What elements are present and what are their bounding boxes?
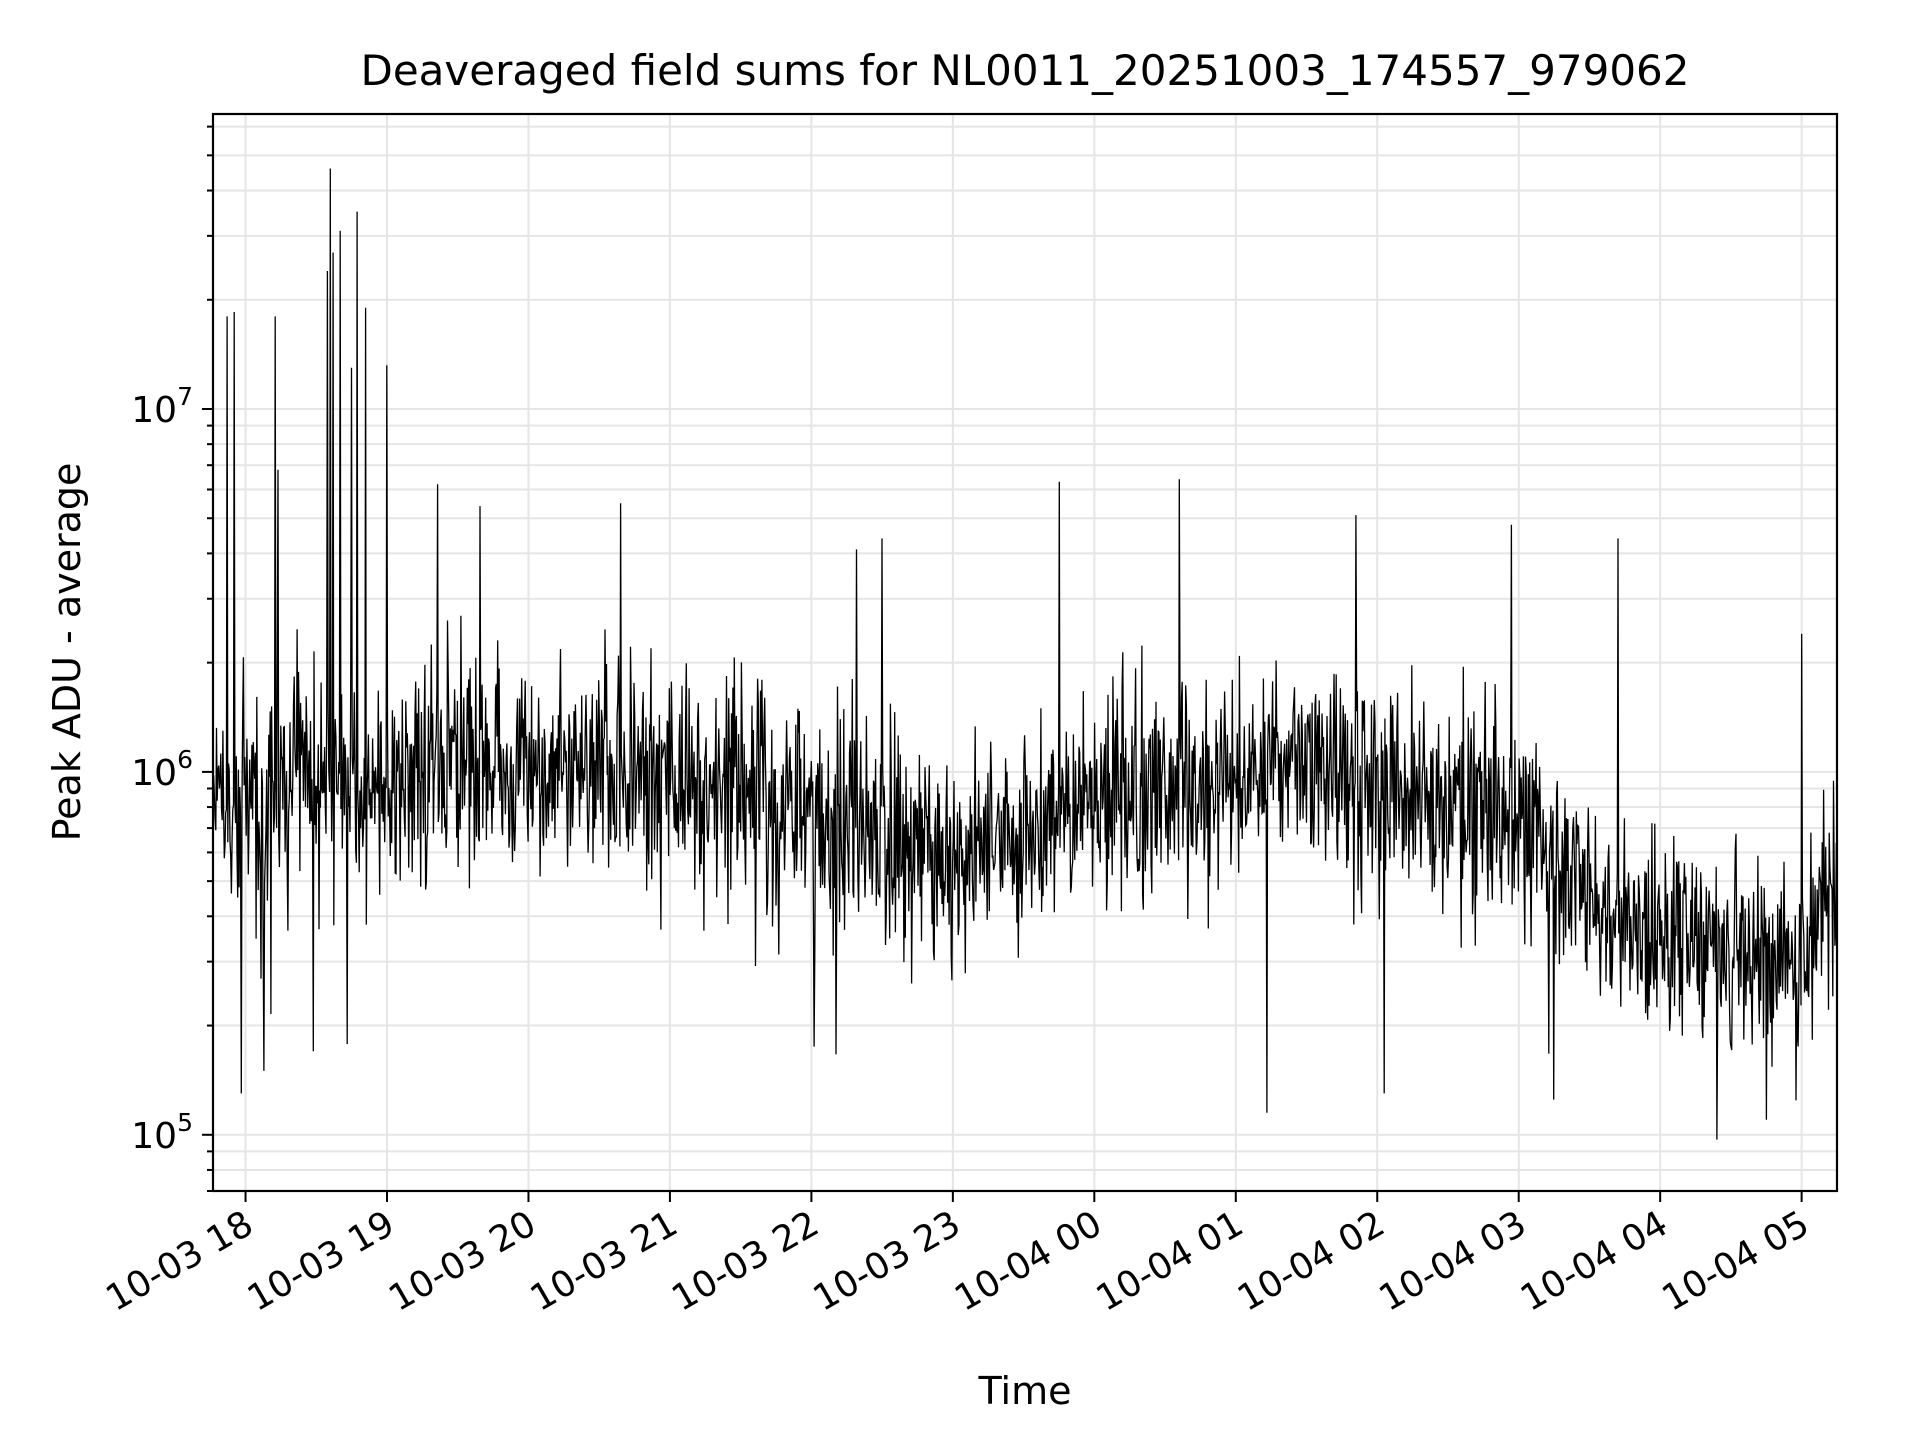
y-axis-label: Peak ADU - average (45, 463, 89, 842)
y-tick-exponent: 7 (177, 382, 193, 411)
series-line (212, 168, 1838, 1140)
plot-frame (211, 112, 1839, 1193)
y-tick-label: 106 (131, 745, 193, 794)
chart-title: Deaveraged field sums for NL0011_2025100… (361, 46, 1690, 95)
y-tick-exponent: 6 (177, 745, 193, 774)
y-tick-base: 10 (131, 753, 177, 794)
x-axis-label: Time (978, 1369, 1072, 1413)
y-tick-base: 10 (131, 1116, 177, 1157)
y-tick-label: 105 (131, 1108, 193, 1157)
y-tick-exponent: 5 (177, 1108, 193, 1137)
series-layer (212, 168, 1838, 1140)
y-tick-base: 10 (131, 390, 177, 431)
y-tick-label: 107 (131, 382, 193, 431)
